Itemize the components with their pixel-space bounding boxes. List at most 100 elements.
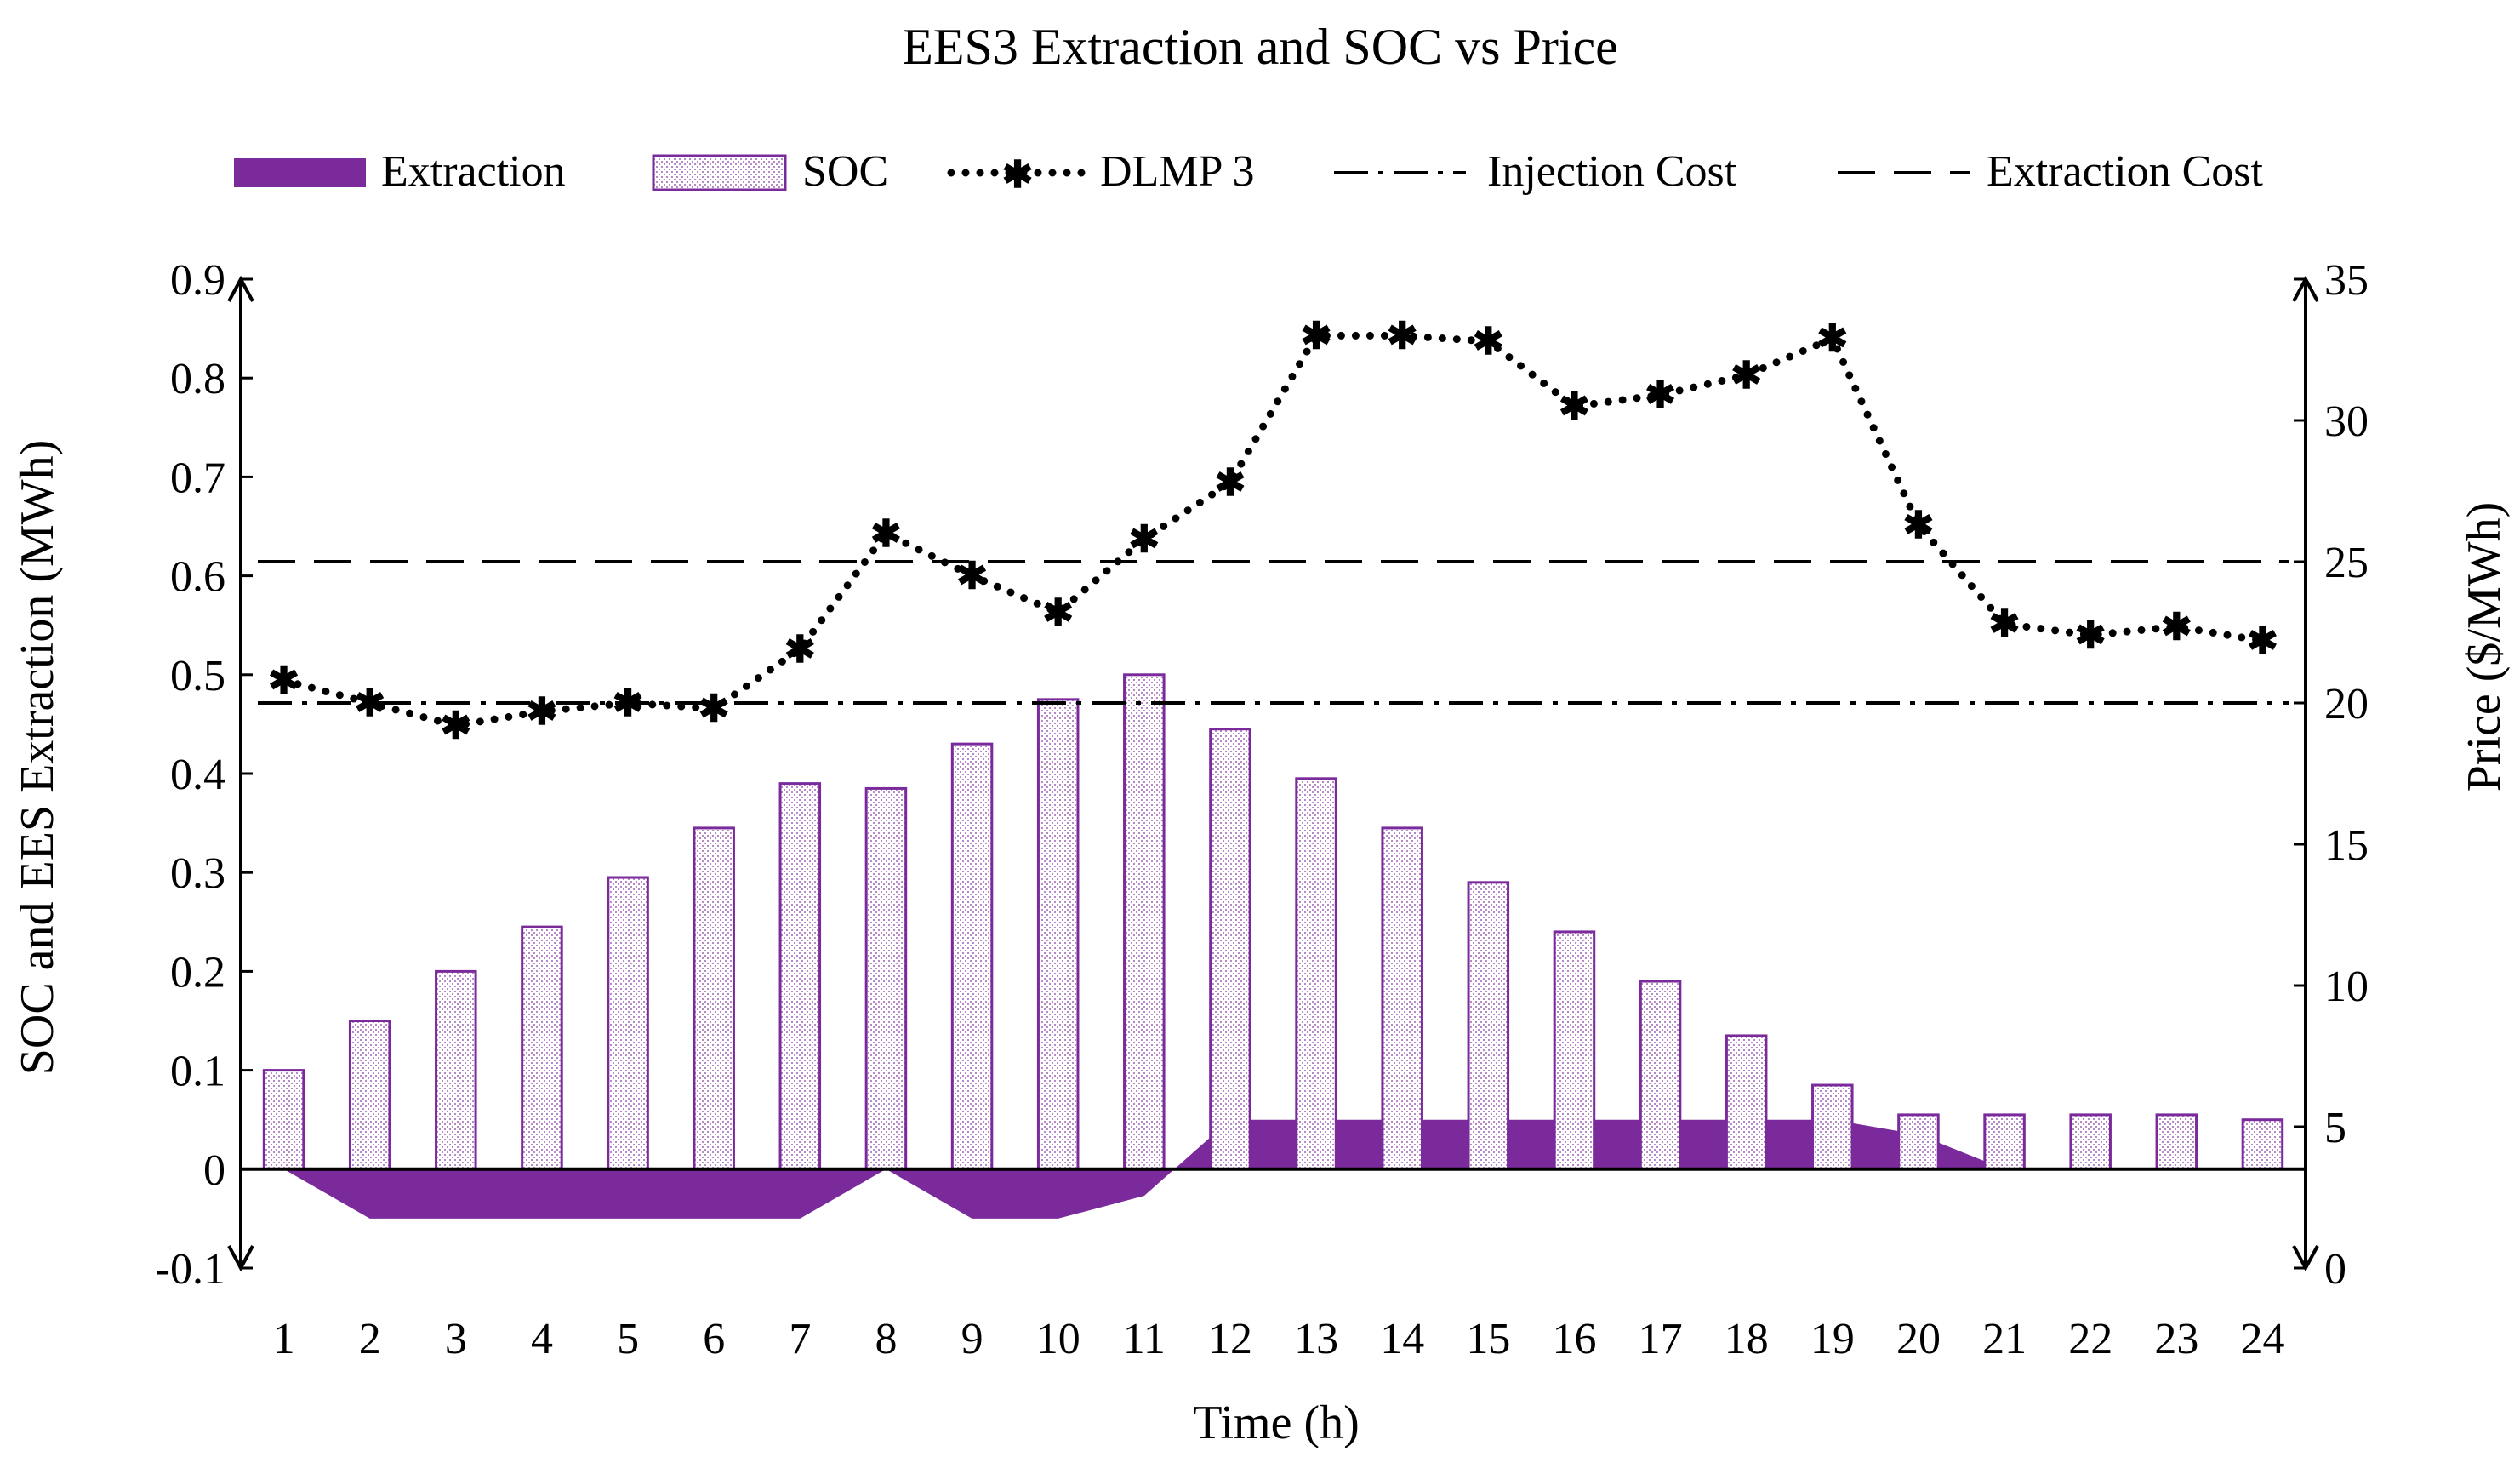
soc-bar bbox=[778, 782, 822, 1171]
dlmp-point: ✱ bbox=[440, 706, 471, 747]
legend-dlmp-label: DLMP 3 bbox=[1100, 147, 1255, 196]
soc-bar bbox=[2241, 1118, 2284, 1171]
x-tick-label: 13 bbox=[1294, 1315, 1338, 1363]
soc-bar bbox=[348, 1020, 391, 1171]
dlmp-point: ✱ bbox=[1645, 374, 1676, 416]
y-left-tick-label: -0.1 bbox=[156, 1245, 225, 1294]
y-right-tick-label: 10 bbox=[2324, 963, 2369, 1011]
axes-layer: -0.100.10.20.30.40.50.60.70.80.905101520… bbox=[156, 256, 2369, 1363]
dlmp-point: ✱ bbox=[1042, 592, 1074, 634]
y-left-tick-label: 0.9 bbox=[170, 256, 225, 305]
y-left-tick-label: 0.6 bbox=[170, 553, 225, 602]
x-tick-label: 24 bbox=[2240, 1315, 2284, 1363]
chart-title: EES3 Extraction and SOC vs Price bbox=[902, 19, 1618, 75]
x-tick-label: 18 bbox=[1725, 1315, 1769, 1363]
y-left-tick-label: 0 bbox=[203, 1146, 225, 1195]
y-axis-left-label: SOC and EES Extraction (MWh) bbox=[11, 440, 64, 1076]
soc-bar bbox=[1036, 698, 1080, 1171]
soc-bar bbox=[1123, 673, 1166, 1171]
dlmp-line bbox=[280, 331, 2266, 730]
dlmp-point: ✱ bbox=[1989, 603, 2021, 645]
dlmp-point: ✱ bbox=[527, 691, 558, 733]
soc-bar bbox=[1295, 777, 1337, 1171]
x-tick-label: 23 bbox=[2154, 1315, 2198, 1363]
soc-bar bbox=[864, 786, 908, 1171]
legend-extraction-label: Extraction bbox=[381, 147, 566, 196]
y-right-tick-label: 20 bbox=[2324, 680, 2369, 728]
dlmp-point: ✱ bbox=[2075, 614, 2107, 656]
x-tick-label: 1 bbox=[273, 1315, 295, 1363]
legend-injection-cost-label: Injection Cost bbox=[1487, 147, 1737, 196]
soc-bar bbox=[1381, 826, 1423, 1171]
dlmp-point: ✱ bbox=[268, 660, 299, 701]
y-left-tick-label: 0.8 bbox=[170, 355, 225, 403]
x-tick-label: 16 bbox=[1552, 1315, 1596, 1363]
legend-dlmp-marker: ✱ bbox=[1002, 154, 1034, 196]
x-tick-label: 8 bbox=[875, 1315, 897, 1363]
soc-bar bbox=[1639, 980, 1682, 1171]
y-left-tick-label: 0.2 bbox=[170, 948, 225, 997]
dlmp-point: ✱ bbox=[613, 683, 644, 724]
soc-bar bbox=[521, 925, 563, 1171]
y-right-tick-label: 30 bbox=[2324, 397, 2369, 446]
cost-lines-layer bbox=[258, 560, 2289, 705]
soc-bar bbox=[950, 742, 994, 1171]
dlmp-point: ✱ bbox=[1215, 462, 1246, 504]
x-tick-label: 9 bbox=[961, 1315, 983, 1363]
y-left-tick-label: 0.7 bbox=[170, 454, 225, 502]
x-tick-label: 14 bbox=[1380, 1315, 1424, 1363]
dlmp-point: ✱ bbox=[354, 683, 385, 724]
soc-bar bbox=[1467, 881, 1510, 1171]
dlmp-line-layer: ✱ ✱ ✱ ✱ ✱ ✱ ✱ ✱ ✱ ✱ ✱ ✱ ✱ ✱ ✱ ✱ ✱ ✱ ✱ ✱ ✱ ✱ ✱ ✱ bbox=[268, 315, 2278, 746]
soc-bar bbox=[693, 826, 735, 1171]
y-right-tick-label: 35 bbox=[2324, 256, 2369, 305]
dlmp-point: ✱ bbox=[698, 688, 730, 730]
soc-bar bbox=[607, 876, 649, 1171]
soc-bar bbox=[1897, 1113, 1940, 1171]
soc-bar bbox=[262, 1069, 305, 1171]
dlmp-point: ✱ bbox=[1730, 355, 1762, 397]
x-tick-label: 15 bbox=[1466, 1315, 1510, 1363]
x-tick-label: 19 bbox=[1810, 1315, 1855, 1363]
x-tick-label: 7 bbox=[789, 1315, 811, 1363]
soc-bar bbox=[1725, 1034, 1768, 1171]
soc-bar bbox=[1811, 1083, 1854, 1171]
soc-bar bbox=[1983, 1113, 2026, 1171]
x-tick-label: 20 bbox=[1896, 1315, 1941, 1363]
legend-soc-swatch bbox=[652, 154, 787, 191]
y-left-tick-label: 0.5 bbox=[170, 652, 225, 700]
y-left-tick-label: 0.4 bbox=[170, 751, 225, 799]
x-tick-label: 12 bbox=[1208, 1315, 1252, 1363]
y-right-tick-label: 0 bbox=[2324, 1245, 2346, 1294]
x-tick-label: 3 bbox=[445, 1315, 467, 1363]
dlmp-point: ✱ bbox=[956, 556, 988, 597]
x-tick-label: 10 bbox=[1036, 1315, 1080, 1363]
soc-bar bbox=[1209, 728, 1251, 1171]
dlmp-point: ✱ bbox=[1301, 315, 1332, 357]
x-tick-label: 21 bbox=[1982, 1315, 2027, 1363]
soc-bar bbox=[2069, 1113, 2112, 1171]
x-tick-label: 2 bbox=[359, 1315, 381, 1363]
dlmp-point: ✱ bbox=[2161, 606, 2192, 648]
y-right-tick-label: 25 bbox=[2324, 539, 2369, 587]
y-left-tick-label: 0.3 bbox=[170, 849, 225, 898]
y-right-tick-label: 15 bbox=[2324, 821, 2369, 870]
legend-soc-label: SOC bbox=[802, 147, 888, 196]
x-axis-label: Time (h) bbox=[1193, 1397, 1360, 1449]
x-tick-label: 11 bbox=[1123, 1315, 1166, 1363]
legend-extraction-cost-label: Extraction Cost bbox=[1987, 147, 2264, 196]
x-tick-label: 22 bbox=[2068, 1315, 2112, 1363]
dlmp-point: ✱ bbox=[784, 629, 816, 671]
soc-bars-layer bbox=[262, 673, 2284, 1171]
x-tick-label: 4 bbox=[531, 1315, 553, 1363]
dlmp-point: ✱ bbox=[2247, 620, 2278, 662]
x-tick-label: 6 bbox=[703, 1315, 725, 1363]
x-tick-label: 5 bbox=[617, 1315, 639, 1363]
y-right-tick-label: 5 bbox=[2324, 1104, 2346, 1152]
soc-bar bbox=[435, 969, 477, 1171]
legend-extraction-swatch bbox=[234, 158, 366, 187]
soc-bar bbox=[2155, 1113, 2198, 1171]
dlmp-point: ✱ bbox=[1473, 321, 1504, 363]
y-axis-right-label: Price ($/MWh) bbox=[2458, 502, 2511, 792]
